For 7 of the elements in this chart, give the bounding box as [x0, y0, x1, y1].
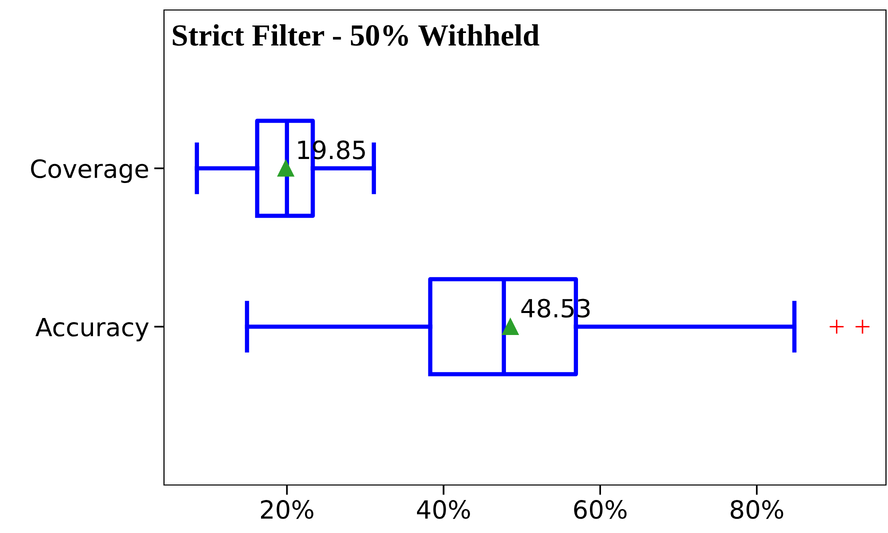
y-tick-label: Accuracy [35, 318, 149, 342]
x-tick-label: 40% [417, 500, 470, 519]
y-tick-label: Coverage [31, 159, 148, 184]
x-tick-label: 20% [260, 500, 314, 519]
x-tick-label: 80% [730, 500, 784, 519]
x-tick-label: 60% [574, 500, 627, 519]
chart-title: Strict Filter - 50% Withheld [172, 24, 540, 46]
